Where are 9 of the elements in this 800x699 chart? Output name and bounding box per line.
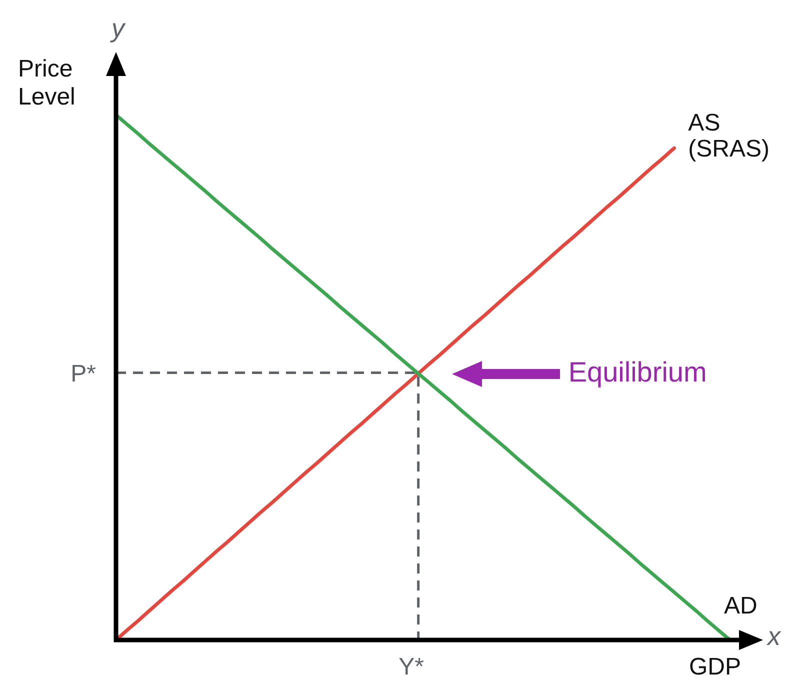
text: y <box>110 13 126 44</box>
text: Y* <box>398 654 424 681</box>
series-label: AD <box>724 592 758 620</box>
ref-line-label: P* <box>70 360 96 388</box>
x-axis-title: GDP <box>688 654 742 681</box>
annotation: Equilibrium <box>568 356 707 388</box>
y-axis-title: Price Level <box>18 56 76 111</box>
series-label: AS (SRAS) <box>688 110 770 163</box>
text: x <box>766 621 782 652</box>
